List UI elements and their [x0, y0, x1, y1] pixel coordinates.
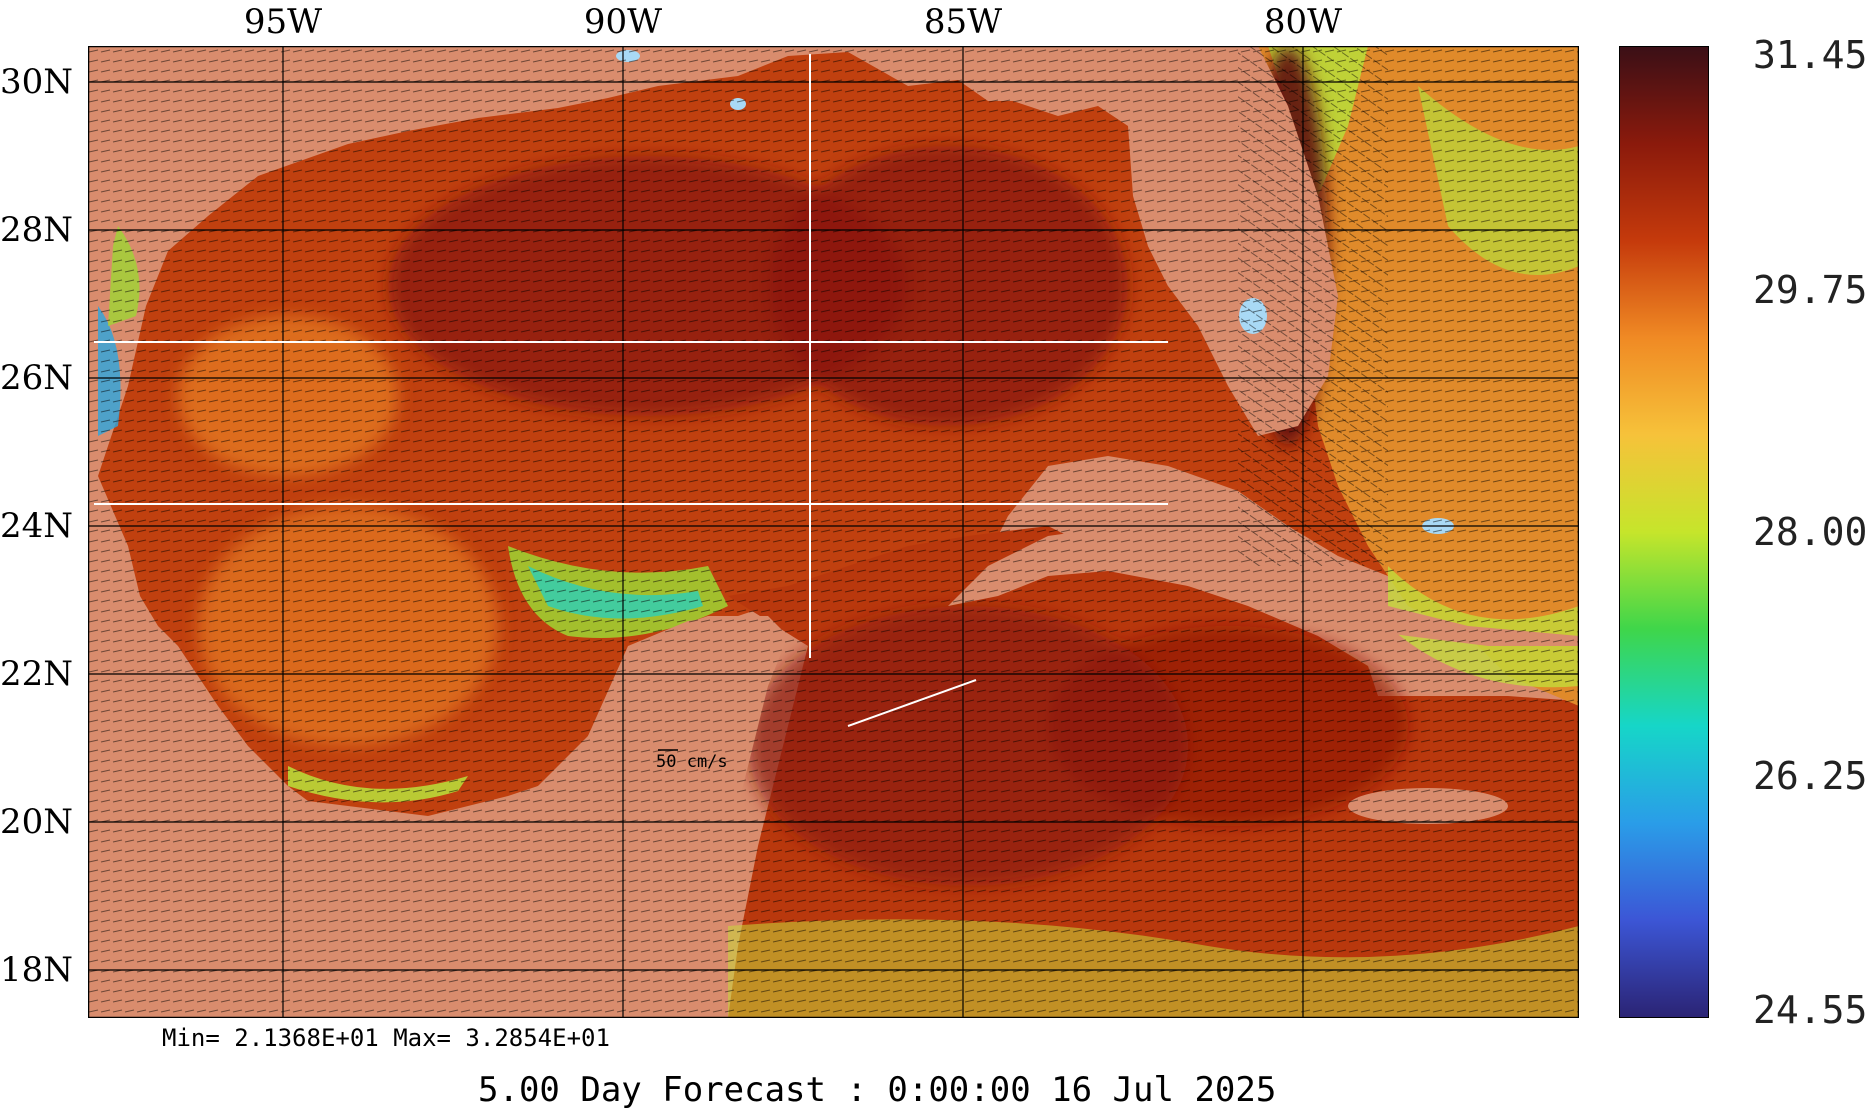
lat-label-28n: 28N	[0, 210, 74, 250]
colorbar-tick-2: 29.75	[1753, 268, 1868, 312]
forecast-title: 5.00 Day Forecast : 0:00:00 16 Jul 2025	[478, 1070, 1277, 1110]
lat-label-18n: 18N	[0, 950, 74, 990]
lon-label-85w: 85W	[923, 2, 1003, 42]
colorbar-tick-4: 26.25	[1753, 754, 1868, 798]
lat-label-26n: 26N	[0, 358, 74, 398]
lon-label-95w: 95W	[243, 2, 323, 42]
min-max-stats: Min= 2.1368E+01 Max= 3.2854E+01	[162, 1024, 610, 1052]
map-frame	[88, 46, 1579, 1018]
lat-label-22n: 22N	[0, 654, 74, 694]
lon-label-80w: 80W	[1263, 2, 1343, 42]
section-lines	[94, 54, 1168, 727]
sea-surface-temperature-map	[88, 46, 1579, 1018]
lat-label-30n: 30N	[0, 62, 74, 102]
lat-lon-grid	[88, 46, 1579, 1018]
lat-label-24n: 24N	[0, 506, 74, 546]
lat-label-20n: 20N	[0, 802, 74, 842]
colorbar-tick-max: 31.45	[1753, 33, 1868, 77]
scale-label: 50 cm/s	[656, 752, 728, 772]
colorbar-tick-min: 24.55	[1753, 988, 1868, 1032]
temperature-colorbar	[1619, 46, 1709, 1018]
gulf-stream-vectors	[1238, 46, 1388, 566]
lon-label-90w: 90W	[583, 2, 663, 42]
colorbar-tick-3: 28.00	[1753, 510, 1868, 554]
